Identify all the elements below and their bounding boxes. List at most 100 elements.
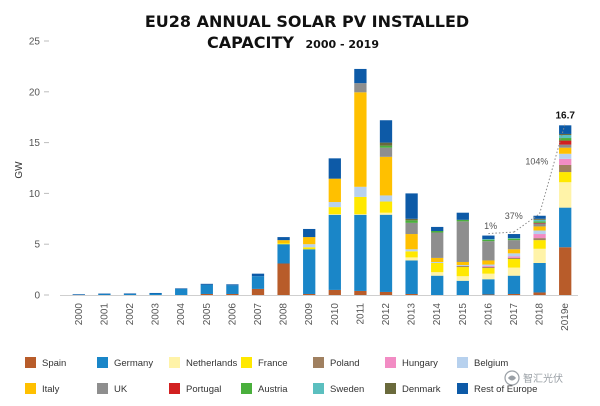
bar-segment-belgium bbox=[328, 202, 341, 208]
bar-segment-rest-of-europe bbox=[149, 292, 162, 294]
bar-segment-netherlands bbox=[379, 212, 393, 215]
bar-segment-belgium bbox=[431, 261, 444, 263]
bar-segment-rest-of-europe bbox=[251, 273, 265, 277]
bar-segment-belgium bbox=[405, 249, 418, 252]
bar-segment-france bbox=[533, 240, 546, 249]
bar-segment-austria bbox=[405, 220, 418, 223]
bar-segment-sweden bbox=[507, 238, 521, 239]
x-tick-label: 2011 bbox=[355, 303, 366, 325]
bar-segment-spain bbox=[277, 263, 290, 295]
bar-segment-hungary bbox=[559, 158, 572, 165]
bar-segment-netherlands bbox=[507, 267, 521, 276]
legend-swatch bbox=[313, 383, 324, 394]
bar-segment-poland bbox=[482, 267, 495, 269]
legend-swatch bbox=[169, 383, 180, 394]
bar-segment-poland bbox=[507, 257, 521, 259]
bar-segment-italy bbox=[379, 156, 393, 196]
bar-segment-uk bbox=[354, 83, 367, 93]
bar-segment-germany bbox=[354, 214, 367, 291]
bar-segment-belgium bbox=[354, 186, 367, 197]
bar-segment-rest-of-europe bbox=[175, 288, 188, 289]
x-tick-label: 2012 bbox=[381, 303, 392, 326]
legend-swatch bbox=[457, 383, 468, 394]
bar-segment-rest-of-europe bbox=[456, 212, 469, 220]
legend-swatch bbox=[25, 357, 36, 368]
x-tick-label: 2008 bbox=[279, 303, 290, 326]
legend-label: Denmark bbox=[402, 384, 441, 395]
chart-title: EU28 ANNUAL SOLAR PV INSTALLED bbox=[145, 12, 469, 31]
bar-segment-france bbox=[559, 172, 572, 183]
bar-segment-rest-of-europe bbox=[98, 293, 111, 295]
bar-segment-belgium bbox=[533, 230, 546, 235]
annotations: 16.7 104% 37% 1% bbox=[484, 110, 575, 235]
x-tick-label: 2014 bbox=[432, 303, 443, 326]
y-axis-ticks: 0 5 10 15 20 25 bbox=[29, 37, 49, 302]
legend-label: Poland bbox=[330, 358, 360, 369]
legend-swatch bbox=[241, 383, 252, 394]
bar-segment-rest-of-europe bbox=[277, 237, 290, 241]
bar-segment-germany bbox=[482, 279, 495, 295]
bar-segment-spain bbox=[328, 289, 341, 295]
bar-segment-austria bbox=[431, 230, 444, 233]
bar-segment-spain bbox=[200, 293, 213, 295]
bar-segment-france bbox=[507, 258, 521, 268]
bar-segment-austria bbox=[507, 238, 521, 241]
x-tick-label: 2018 bbox=[535, 303, 546, 326]
bar-segment-uk bbox=[379, 147, 393, 157]
bar-segment-uk bbox=[431, 232, 444, 258]
bar-segment-belgium bbox=[507, 253, 521, 257]
bar-segment-spain bbox=[507, 293, 521, 295]
bar-segment-spain bbox=[533, 292, 546, 295]
bar-segment-rest-of-europe bbox=[379, 120, 393, 143]
bar-segment-netherlands bbox=[431, 272, 444, 276]
bar-segment-netherlands bbox=[328, 214, 341, 215]
bar-segment-italy bbox=[431, 257, 444, 262]
legend-swatch bbox=[25, 383, 36, 394]
bar-segment-germany bbox=[431, 275, 444, 295]
bar-segment-germany bbox=[98, 293, 111, 295]
bar-segment-denmark bbox=[533, 218, 546, 220]
bar-segment-belgium bbox=[559, 153, 572, 159]
bar-segment-germany bbox=[328, 214, 341, 290]
bar-segment-belgium bbox=[456, 265, 469, 267]
y-tick-label: 25 bbox=[29, 37, 41, 48]
y-tick-label: 0 bbox=[34, 291, 40, 302]
bar-segment-rest-of-europe bbox=[533, 215, 546, 219]
chart-title-line2: CAPACITY 2000 - 2019 bbox=[207, 33, 379, 52]
x-tick-label: 2004 bbox=[176, 303, 187, 326]
bar-segment-austria bbox=[456, 219, 469, 222]
legend-swatch bbox=[97, 357, 108, 368]
legend-swatch bbox=[385, 383, 396, 394]
legend-label: Portugal bbox=[186, 384, 221, 395]
bar-segment-france bbox=[456, 267, 469, 277]
x-tick-label: 2019e bbox=[560, 303, 571, 331]
bar-segment-rest-of-europe bbox=[123, 293, 137, 295]
legend-swatch bbox=[457, 357, 468, 368]
bar-segment-germany bbox=[533, 262, 546, 293]
bar-segment-germany bbox=[149, 293, 162, 295]
bar-segment-hungary bbox=[533, 234, 546, 239]
bar-segment-italy bbox=[482, 260, 495, 265]
bar-segment-rest-of-europe bbox=[354, 68, 367, 84]
legend-label: Spain bbox=[42, 358, 66, 369]
bar-segment-denmark bbox=[559, 133, 572, 135]
x-tick-label: 2006 bbox=[227, 303, 238, 326]
watermark-logo-icon bbox=[504, 370, 520, 386]
bar-segment-netherlands bbox=[533, 248, 546, 263]
bar-segment-uk bbox=[456, 221, 469, 262]
x-tick-label: 2001 bbox=[99, 303, 110, 326]
bar-segment-germany bbox=[405, 260, 418, 294]
bar-segment-sweden bbox=[559, 134, 572, 139]
bar-segment-italy bbox=[507, 249, 521, 254]
bar-segment-portugal bbox=[559, 140, 572, 145]
bar-segment-austria bbox=[482, 239, 495, 242]
bar-segment-spain bbox=[303, 293, 316, 295]
bar-segment-france bbox=[482, 268, 495, 274]
bar-segment-italy bbox=[456, 261, 469, 266]
bar-segment-austria bbox=[533, 221, 546, 223]
bar-segment-sweden bbox=[482, 239, 495, 240]
x-tick-label: 2017 bbox=[509, 303, 520, 326]
bar-segment-uk bbox=[559, 144, 572, 148]
bar-segment-germany bbox=[559, 207, 572, 248]
bar-segment-austria bbox=[559, 138, 572, 141]
